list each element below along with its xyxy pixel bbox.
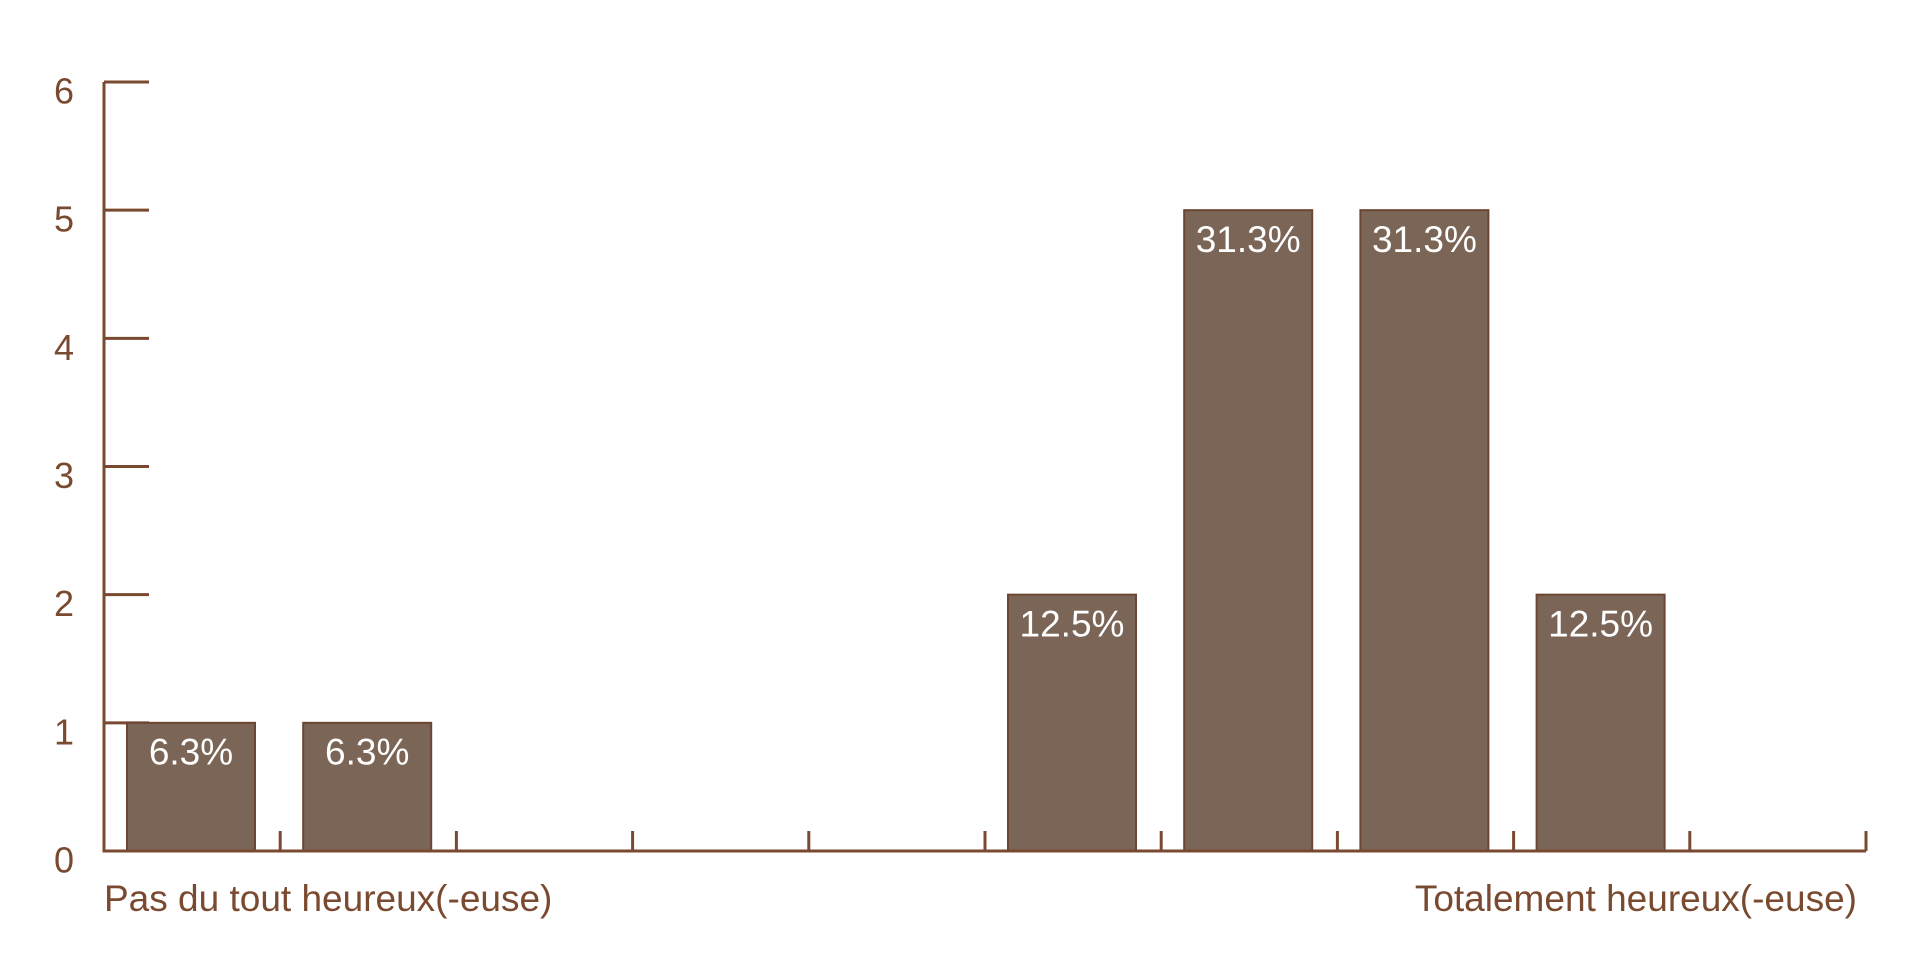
bar-label: 12.5% [1020, 603, 1125, 644]
y-tick-label: 5 [54, 199, 74, 240]
bar-label: 6.3% [149, 732, 233, 773]
y-tick-label: 4 [54, 327, 74, 368]
right-anchor-label: Totalement heureux(-euse) [1415, 878, 1857, 919]
bar [302, 721, 433, 852]
y-tick-label: 0 [54, 840, 74, 881]
y-tick-label: 2 [54, 583, 74, 624]
bar [1359, 209, 1490, 852]
bar-label: 6.3% [325, 732, 409, 773]
left-anchor-label: Pas du tout heureux(-euse) [104, 878, 552, 919]
bar [1183, 209, 1314, 852]
y-tick-label: 6 [54, 71, 74, 112]
bar [1007, 593, 1137, 853]
bar-label: 31.3% [1372, 219, 1477, 260]
bar-label: 12.5% [1548, 603, 1653, 644]
y-tick-label: 3 [54, 455, 74, 496]
y-tick-label: 1 [54, 711, 74, 752]
bar-label: 31.3% [1196, 219, 1301, 260]
bar [1535, 593, 1666, 853]
